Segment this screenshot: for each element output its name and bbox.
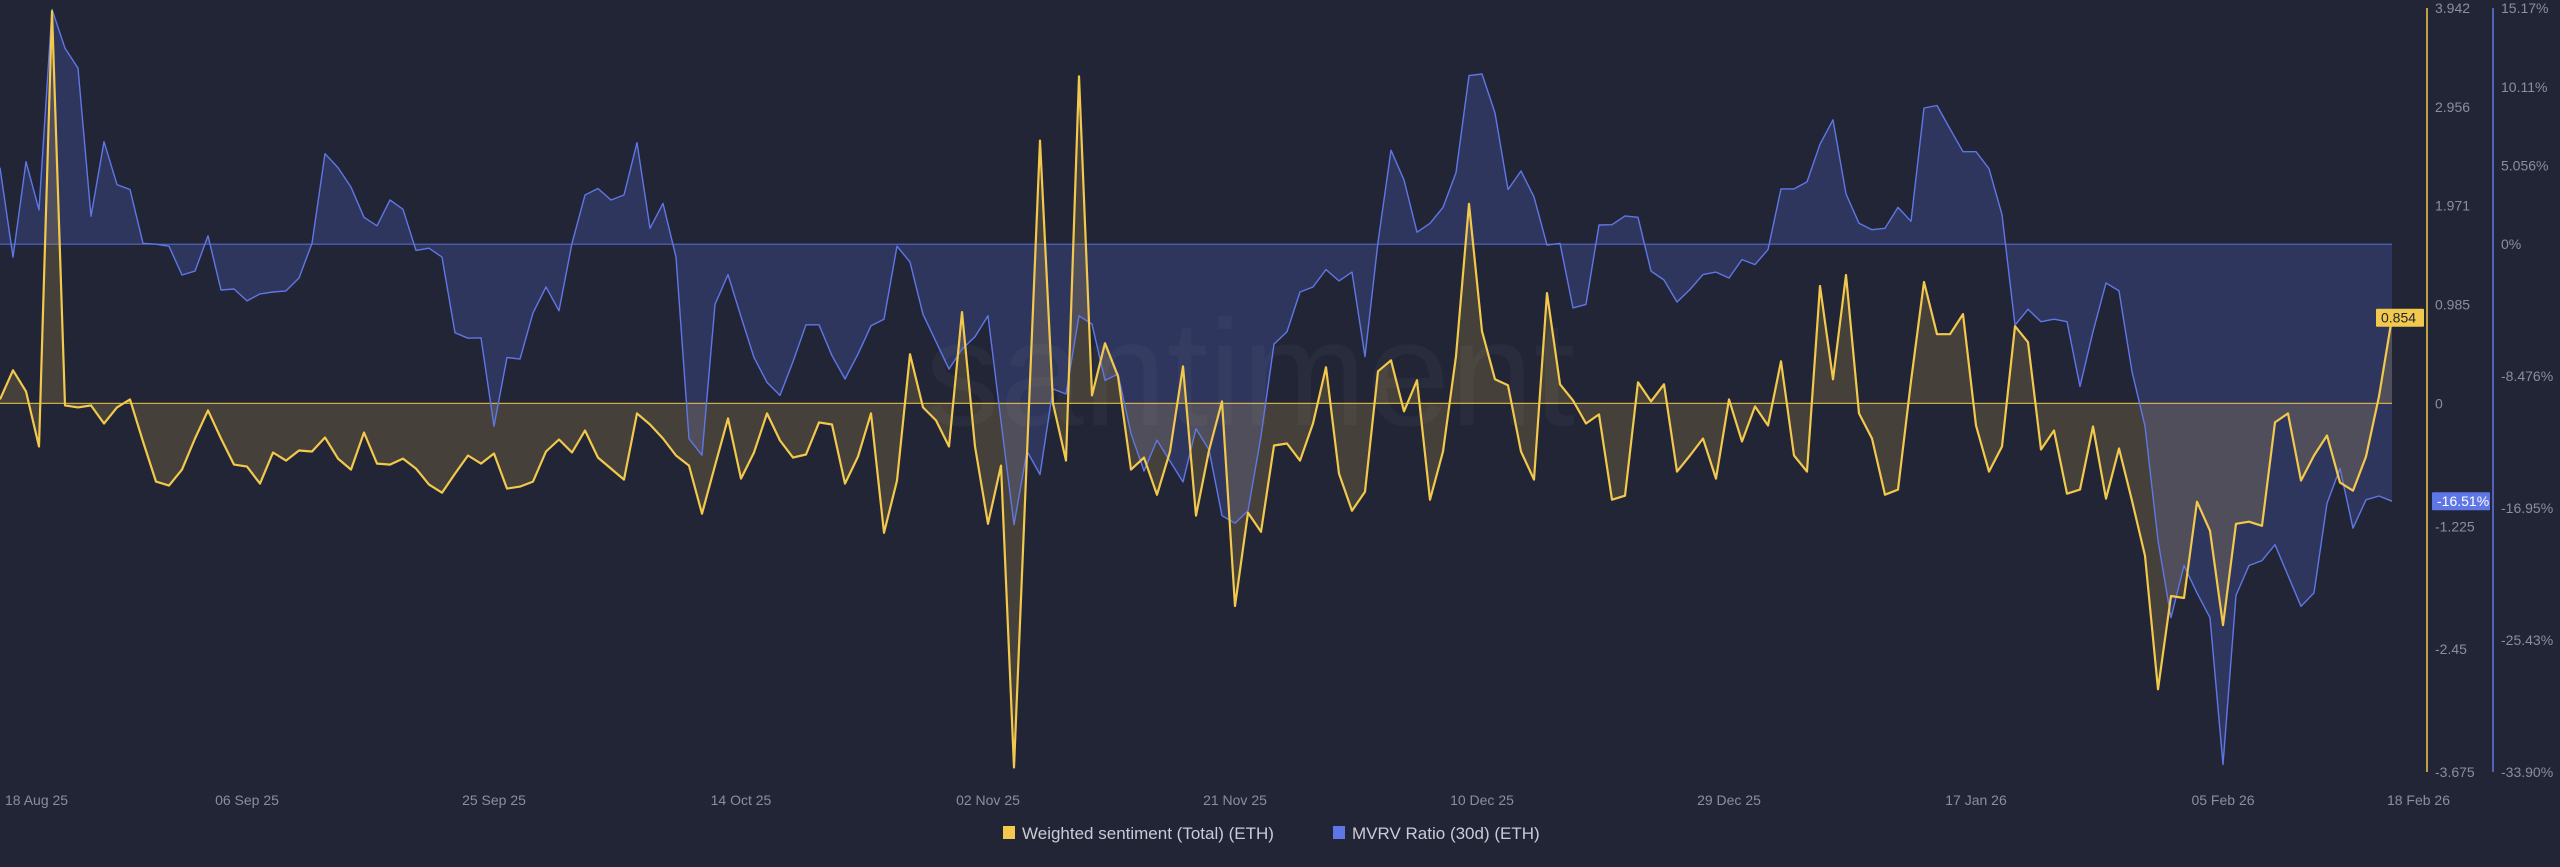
x-tick-label: 02 Nov 25: [956, 792, 1020, 808]
sentiment-legend-label: Weighted sentiment (Total) (ETH): [1022, 824, 1274, 843]
mvrv-tick-label: 5.056%: [2501, 157, 2548, 173]
x-tick-label: 29 Dec 25: [1697, 792, 1761, 808]
sentiment-line: [0, 10, 2394, 769]
mvrv-legend-swatch: [1333, 826, 1345, 839]
y-axes: 3.942 2.956 1.971 0.985 0 -1.225 -2.45 -3.675 15…: [2376, 0, 2553, 780]
mvrv-tick-label: -16.95%: [2501, 500, 2553, 516]
series-areas: [0, 9, 2392, 768]
x-tick-label: 06 Sep 25: [215, 792, 279, 808]
sentiment-last-value-label: 0.854: [2381, 310, 2416, 326]
legend: Weighted sentiment (Total) (ETH) MVRV Rat…: [1003, 824, 1540, 843]
sentiment-tick-label: -3.675: [2435, 764, 2475, 780]
x-tick-label: 14 Oct 25: [711, 792, 772, 808]
x-tick-label: 25 Sep 25: [462, 792, 526, 808]
x-tick-label: 17 Jan 26: [1945, 792, 2007, 808]
mvrv-last-value-badge: [2432, 492, 2490, 511]
sentiment-legend-swatch: [1003, 826, 1015, 839]
mvrv-tick-label: 15.17%: [2501, 0, 2548, 16]
sentiment-tick-label: 0: [2435, 395, 2443, 411]
mvrv-tick-label: -25.43%: [2501, 632, 2553, 648]
sentiment-tick-label: -1.225: [2435, 518, 2475, 534]
sentiment-area: [0, 11, 2392, 768]
x-tick-label: 05 Feb 26: [2191, 792, 2254, 808]
series-lines: [0, 8, 2394, 769]
x-tick-label: 21 Nov 25: [1203, 792, 1267, 808]
sentiment-last-value-badge: [2376, 308, 2424, 327]
mvrv-tick-label: 10.11%: [2501, 79, 2547, 95]
sentiment-tick-label: 1.971: [2435, 198, 2470, 214]
x-tick-label: 18 Aug 25: [5, 792, 68, 808]
sentiment-tick-label: 0.985: [2435, 297, 2470, 313]
x-tick-label: 10 Dec 25: [1450, 792, 1514, 808]
sentiment-tick-label: 3.942: [2435, 0, 2470, 16]
mvrv-last-value-label: -16.51%: [2437, 493, 2489, 509]
mvrv-tick-label: -8.476%: [2501, 368, 2553, 384]
sentiment-tick-label: -2.45: [2435, 641, 2467, 657]
sentiment-tick-label: 2.956: [2435, 99, 2470, 115]
mvrv-legend-label: MVRV Ratio (30d) (ETH): [1352, 824, 1540, 843]
mvrv-tick-label: -33.90%: [2501, 764, 2553, 780]
mvrv-area: [0, 9, 2392, 765]
x-axis: 18 Aug 25 06 Sep 25 25 Sep 25 14 Oct 25 02 N…: [5, 792, 2450, 808]
mvrv-tick-label: 0%: [2501, 236, 2521, 252]
x-tick-label: 18 Feb 26: [2387, 792, 2450, 808]
